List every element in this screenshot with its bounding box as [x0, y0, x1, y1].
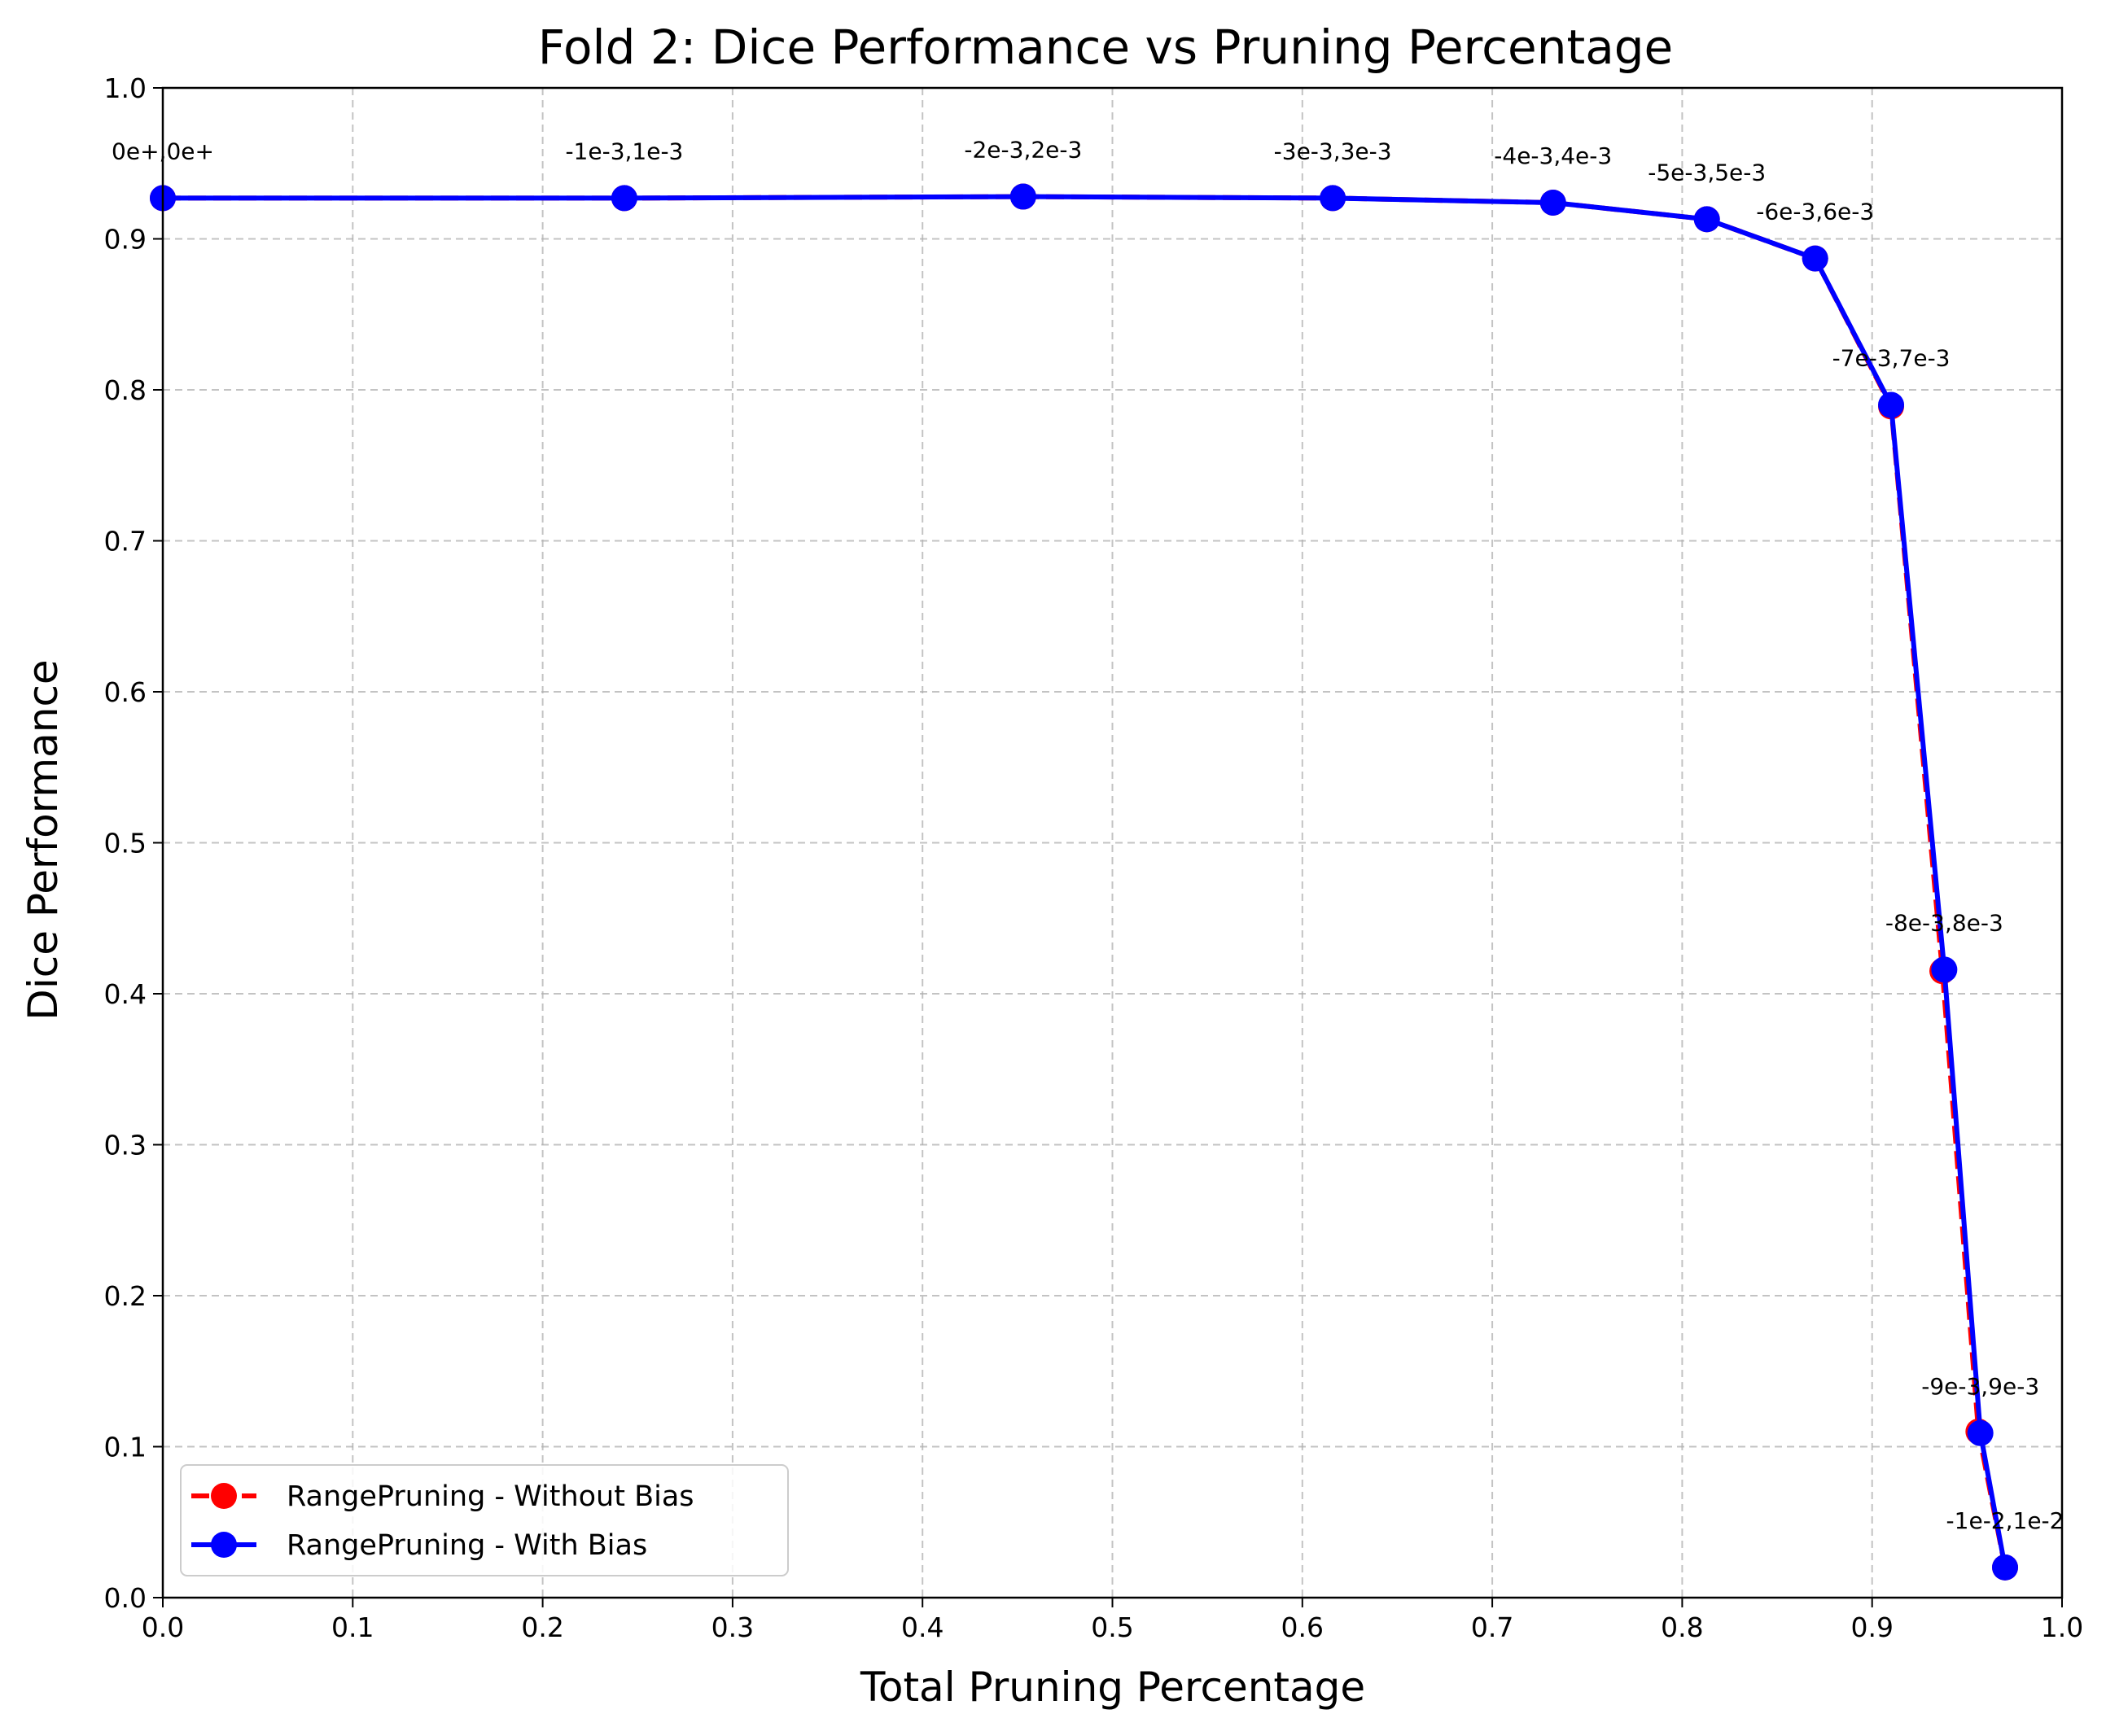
point-annotation: -8e-3,8e-3	[1885, 909, 2003, 936]
x-tick-label: 0.4	[901, 1611, 944, 1643]
y-tick-label: 0.1	[104, 1432, 147, 1463]
legend-label: RangePruning - Without Bias	[287, 1480, 694, 1513]
legend-box	[180, 1464, 789, 1576]
y-tick-label: 0.9	[104, 224, 147, 256]
y-tick-label: 0.6	[104, 676, 147, 708]
point-annotation: -1e-3,1e-3	[565, 138, 683, 164]
data-point	[1802, 245, 1828, 272]
point-annotation: -6e-3,6e-3	[1756, 199, 1874, 225]
legend: RangePruning - Without Bias RangePruning …	[180, 1464, 789, 1576]
series-layer	[150, 183, 2019, 1581]
y-tick-label: 0.8	[104, 374, 147, 406]
data-point	[1320, 185, 1346, 212]
x-tick-label: 0.5	[1091, 1611, 1133, 1643]
data-point	[1967, 1419, 1994, 1446]
data-point	[1539, 189, 1566, 216]
x-tick-label: 0.8	[1661, 1611, 1703, 1643]
x-tick-label: 0.2	[521, 1611, 563, 1643]
x-tick-label: 0.9	[1850, 1611, 1893, 1643]
y-tick-label: 0.3	[104, 1130, 147, 1161]
point-annotation: -3e-3,3e-3	[1274, 138, 1392, 164]
chart-title: Fold 2: Dice Performance vs Pruning Perc…	[538, 20, 1674, 75]
legend-entries: RangePruning - Without Bias RangePruning …	[191, 1480, 694, 1562]
x-tick-label: 0.1	[331, 1611, 374, 1643]
data-point	[1931, 956, 1958, 983]
data-point	[611, 185, 637, 212]
point-annotation: -9e-3,9e-3	[1921, 1373, 2039, 1400]
x-tick-label: 0.3	[711, 1611, 754, 1643]
y-tick-label: 0.4	[104, 978, 147, 1010]
x-tick-label: 1.0	[2041, 1611, 2083, 1643]
x-axis-label: Total Pruning Percentage	[860, 1664, 1365, 1711]
x-tick-label: 0.0	[142, 1611, 184, 1643]
y-tick-label: 0.2	[104, 1280, 147, 1312]
point-annotation: -4e-3,4e-3	[1494, 142, 1612, 169]
point-annotation: -2e-3,2e-3	[964, 137, 1082, 164]
annotations: 0e+,0e+ -1e-3,1e-3 -2e-3,2e-3 -3e-3,3e-3 -4e…	[112, 137, 2064, 1534]
y-axis-label: Dice Performance	[20, 659, 67, 1020]
data-point	[1009, 183, 1036, 210]
y-tick-label: 0.0	[104, 1582, 147, 1614]
data-point	[1992, 1554, 2019, 1581]
point-annotation: -1e-2,1e-2	[1946, 1507, 2064, 1534]
point-annotation: -5e-3,5e-3	[1648, 159, 1766, 186]
point-annotation: -7e-3,7e-3	[1832, 345, 1951, 372]
y-tick-label: 0.7	[104, 526, 147, 558]
y-tick-label: 1.0	[104, 72, 147, 104]
legend-label: RangePruning - With Bias	[287, 1529, 647, 1562]
legend-marker	[211, 1483, 237, 1509]
data-point	[1878, 391, 1905, 418]
x-tick-label: 0.7	[1471, 1611, 1513, 1643]
x-tick-label: 0.6	[1281, 1611, 1324, 1643]
legend-marker	[211, 1532, 237, 1558]
data-point	[1693, 206, 1720, 233]
y-tick-label: 0.5	[104, 828, 147, 859]
series-with-bias	[150, 183, 2019, 1581]
axis-ticks: 0.0 0.1 0.2 0.3 0.4 0.5 0.6 0.7 0.8 0.9 1.0 0.0 0.1 0…	[104, 72, 2084, 1643]
